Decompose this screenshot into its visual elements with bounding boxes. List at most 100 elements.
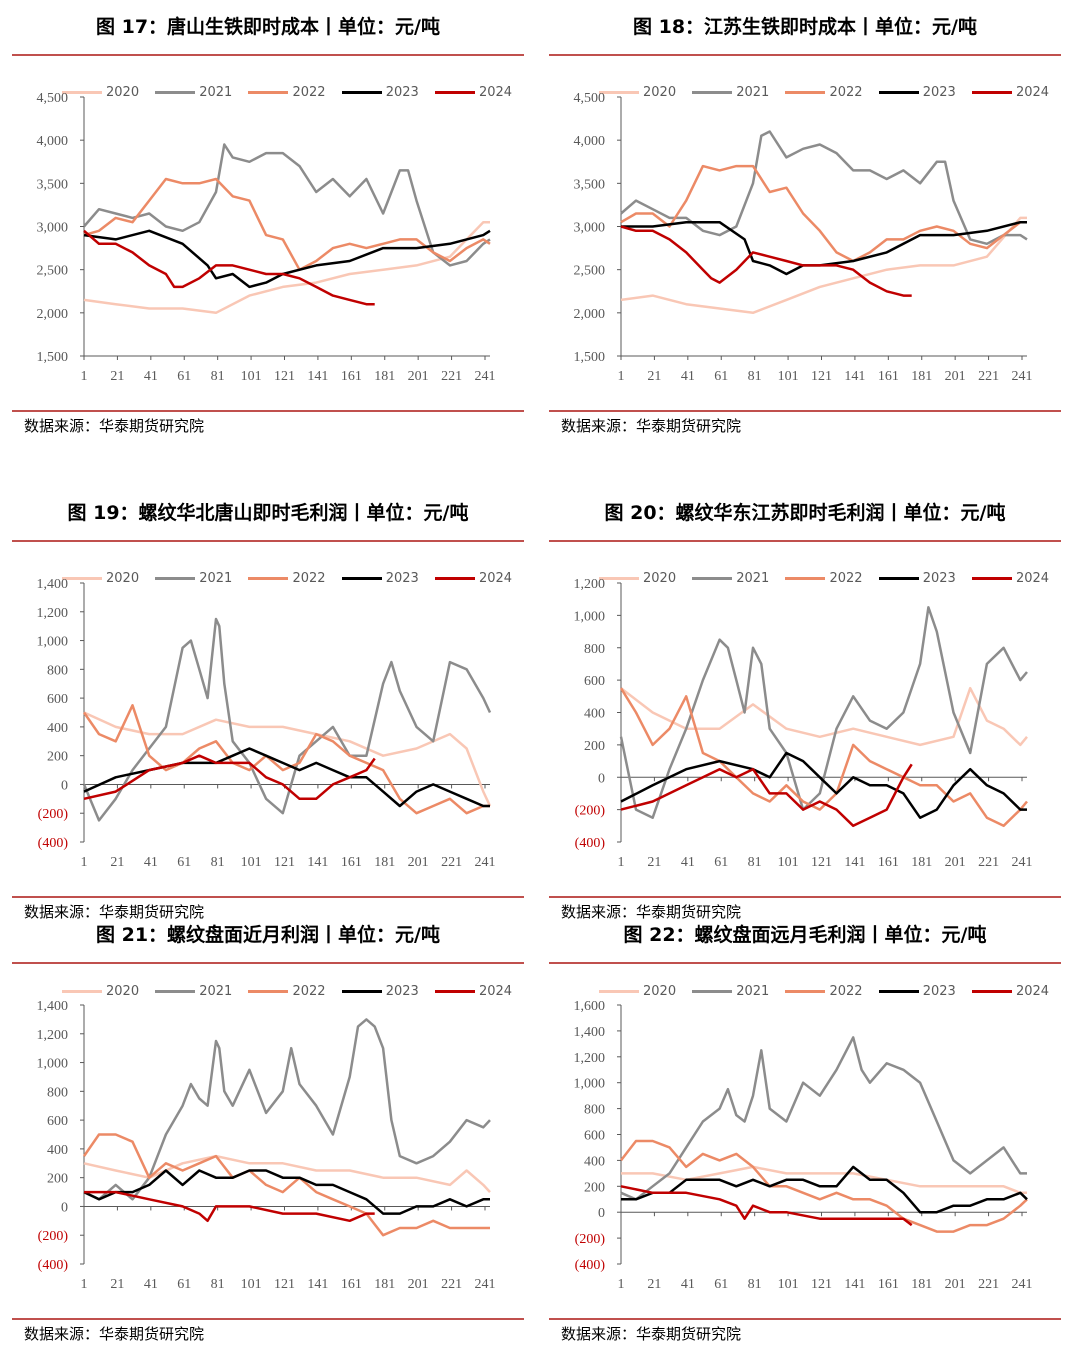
legend-item-2020: 2020 [62, 984, 139, 999]
x-tick-label: 121 [811, 369, 832, 384]
y-tick-label: 600 [584, 1129, 605, 1144]
series-line-2020 [620, 216, 1027, 315]
x-tick-label: 81 [211, 855, 225, 870]
series-line-2021 [82, 617, 492, 822]
y-tick-label: 1,400 [37, 577, 69, 592]
series-line-2020 [83, 711, 492, 807]
legend-item-2024: 2024 [971, 571, 1049, 586]
legend-item-2023: 2023 [878, 571, 956, 586]
title-divider [12, 540, 524, 542]
y-tick-label: 3,000 [37, 221, 69, 236]
series-line-2024 [83, 754, 376, 801]
legend-item-2021: 2021 [692, 984, 769, 999]
series-line-2020 [83, 1154, 491, 1193]
series-line-2023 [621, 1165, 1028, 1214]
x-tick-label: 101 [778, 855, 799, 870]
series-line-2022 [619, 687, 1028, 828]
y-tick-label: 0 [598, 771, 605, 786]
x-tick-label: 101 [241, 1277, 262, 1292]
x-tick-label: 221 [441, 1277, 462, 1292]
source-divider [549, 410, 1061, 412]
y-tick-label: 4,000 [37, 134, 69, 149]
x-tick-label: 121 [274, 369, 295, 384]
legend: 2020 2021 2022 2023 2024 [62, 984, 524, 999]
x-tick-label: 61 [177, 369, 191, 384]
x-tick-label: 241 [1011, 855, 1032, 870]
y-tick-label: 800 [47, 1085, 68, 1100]
series-line-2022 [620, 164, 1027, 263]
x-tick-label: 1 [618, 855, 625, 870]
x-tick-label: 61 [714, 855, 728, 870]
legend-item-2020: 2020 [62, 571, 139, 586]
x-tick-label: 161 [341, 369, 362, 384]
source-note: 数据来源：华泰期货研究院 [24, 903, 205, 921]
title-divider [549, 540, 1061, 542]
legend-item-2020: 2020 [62, 85, 139, 100]
x-tick-label: 161 [878, 855, 899, 870]
series-line-2021 [620, 130, 1028, 246]
series-line-2024 [83, 229, 375, 306]
x-tick-label: 21 [647, 1277, 661, 1292]
y-tick-label: (200) [575, 804, 606, 819]
y-tick-label: 200 [584, 1180, 605, 1195]
x-tick-label: 161 [878, 1277, 899, 1292]
y-tick-label: 2,500 [37, 264, 69, 279]
x-tick-label: 201 [945, 855, 966, 870]
x-tick-label: 1 [618, 1277, 625, 1292]
legend-item-2023: 2023 [341, 85, 419, 100]
legend-item-2022: 2022 [785, 984, 863, 999]
legend-item-2024: 2024 [434, 85, 512, 100]
y-tick-label: 4,500 [574, 91, 606, 106]
x-tick-label: 221 [978, 855, 999, 870]
x-tick-label: 161 [341, 855, 362, 870]
x-tick-label: 201 [945, 1277, 966, 1292]
x-tick-label: 181 [374, 855, 395, 870]
y-tick-label: 1,000 [574, 1077, 606, 1092]
series-line-2021 [83, 143, 491, 267]
x-tick-label: 41 [144, 855, 158, 870]
y-tick-label: 600 [584, 674, 605, 689]
x-tick-label: 61 [714, 1277, 728, 1292]
y-tick-label: 1,500 [37, 350, 69, 365]
title-divider [12, 962, 524, 964]
y-tick-label: 1,000 [574, 609, 606, 624]
y-tick-label: 400 [584, 707, 605, 722]
x-tick-label: 121 [811, 855, 832, 870]
x-tick-label: 41 [144, 1277, 158, 1292]
x-tick-label: 201 [408, 369, 429, 384]
x-tick-label: 1 [81, 855, 88, 870]
y-tick-label: 200 [47, 750, 68, 765]
chart-panel-21: 图 21：螺纹盘面近月利润丨单位：元/吨 2020 2021 2022 2023… [12, 922, 524, 1372]
y-tick-label: 1,400 [574, 1025, 606, 1040]
series-line-2021 [83, 1018, 491, 1201]
legend-item-2021: 2021 [155, 571, 232, 586]
x-tick-label: 221 [441, 855, 462, 870]
chart-panel-20: 图 20：螺纹华东江苏即时毛利润丨单位：元/吨 2020 2021 2022 2… [549, 500, 1061, 950]
chart-title: 图 19：螺纹华北唐山即时毛利润丨单位：元/吨 [67, 502, 469, 524]
chart-title: 图 22：螺纹盘面远月毛利润丨单位：元/吨 [623, 924, 987, 946]
legend-item-2020: 2020 [599, 571, 676, 586]
x-tick-label: 21 [110, 1277, 124, 1292]
series-line-2022 [82, 1133, 490, 1237]
y-tick-label: (200) [575, 1232, 606, 1247]
title-divider [12, 54, 524, 56]
y-tick-label: (400) [38, 1258, 69, 1273]
x-tick-label: 81 [748, 369, 762, 384]
series-line-2021 [620, 1036, 1027, 1201]
x-tick-label: 61 [714, 369, 728, 384]
legend-item-2024: 2024 [971, 85, 1049, 100]
y-tick-label: 800 [584, 642, 605, 657]
source-divider [549, 1318, 1061, 1320]
x-tick-label: 181 [911, 369, 932, 384]
y-tick-label: 1,000 [37, 1057, 69, 1072]
x-tick-label: 141 [307, 1277, 328, 1292]
y-tick-label: 400 [584, 1154, 605, 1169]
legend-item-2023: 2023 [341, 984, 419, 999]
x-tick-label: 81 [748, 855, 762, 870]
x-tick-label: 141 [307, 369, 328, 384]
y-tick-label: 200 [584, 739, 605, 754]
